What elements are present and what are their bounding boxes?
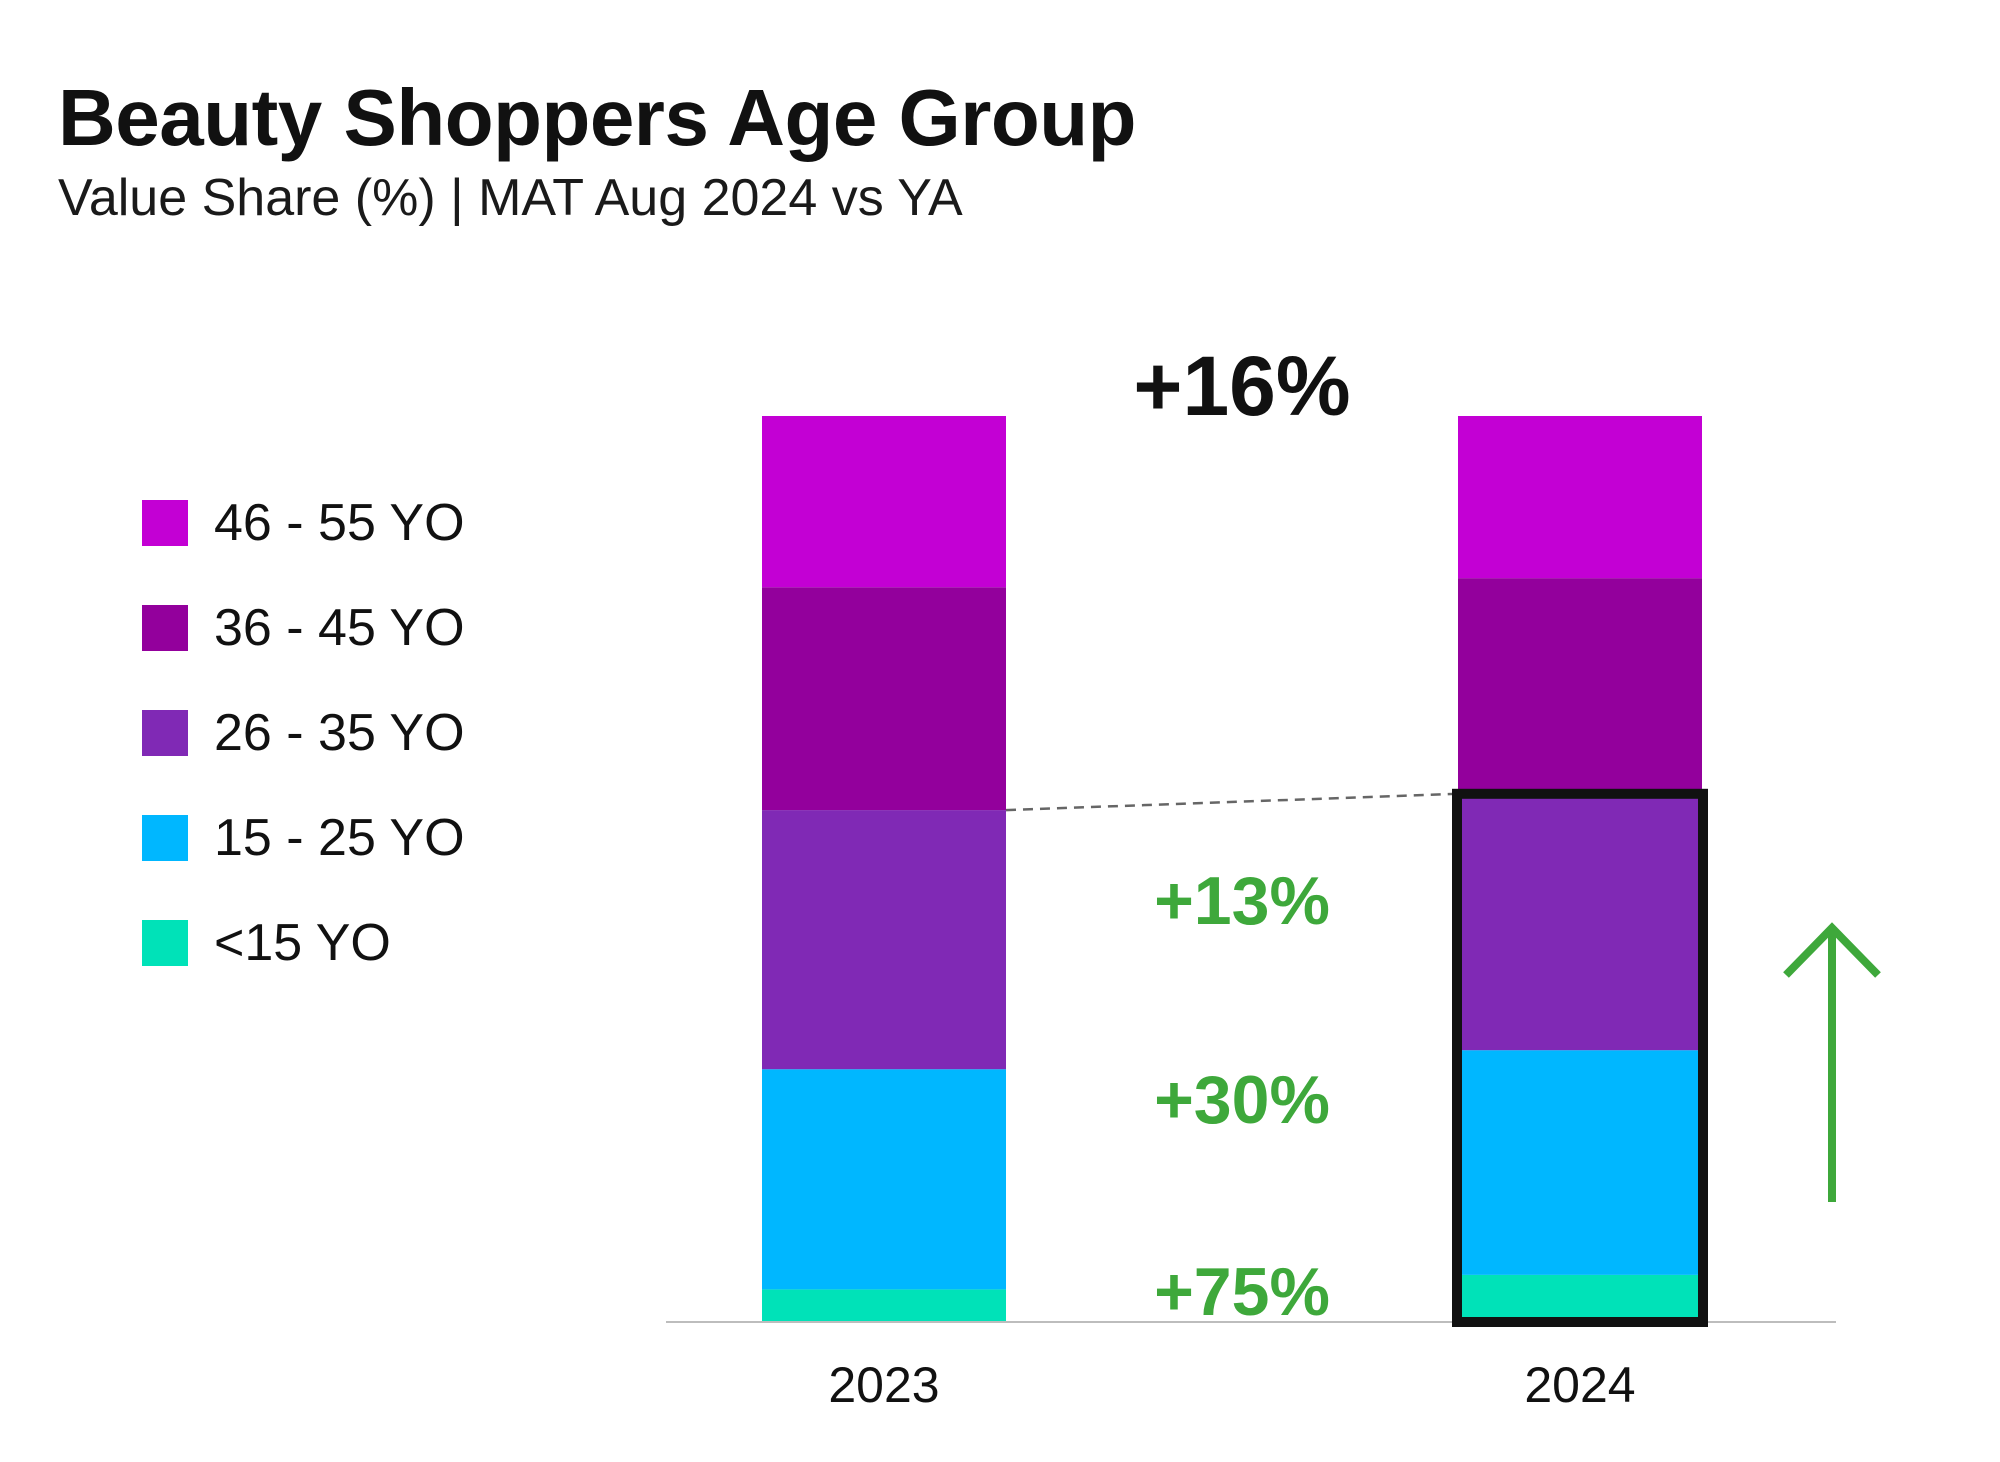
- highlight-box-2024: [1452, 788, 1708, 1327]
- legend: 46 - 55 YO 36 - 45 YO 26 - 35 YO 15 - 25…: [142, 470, 465, 995]
- bar-segment-2024-26-35-yo: [1458, 793, 1702, 1051]
- growth-label-15-25-yo: +30%: [1154, 1062, 1330, 1138]
- bar-segment-2024-36-45-yo: [1458, 578, 1702, 794]
- legend-label-26-35: 26 - 35 YO: [214, 703, 465, 762]
- bar-segment-2023-26-35-yo: [762, 810, 1006, 1070]
- legend-swatch-15-25: [142, 814, 188, 861]
- x-tick-label-2023: 2023: [828, 1357, 939, 1413]
- up-arrow-head: [1783, 922, 1881, 978]
- chart-subtitle: Value Share (%) | MAT Aug 2024 vs YA: [58, 169, 963, 227]
- total-growth-label: +16%: [1133, 339, 1350, 433]
- legend-swatch-under-15: [142, 919, 188, 966]
- growth-label-26-35-yo: +13%: [1154, 863, 1330, 939]
- bar-segment-2024-15-25-yo: [1458, 1050, 1702, 1275]
- legend-label-46-55: 46 - 55 YO: [214, 493, 465, 552]
- legend-item-under-15: <15 YO: [142, 890, 465, 995]
- bar-segment-2023-36-45-yo: [762, 587, 1006, 811]
- dashed-connector-line: [1005, 792, 1459, 812]
- growth-label-under-15-yo: +75%: [1154, 1254, 1330, 1330]
- legend-swatch-36-45: [142, 604, 188, 651]
- legend-item-46-55: 46 - 55 YO: [142, 470, 465, 575]
- bar-segment-2023-46-55-yo: [762, 416, 1006, 588]
- bar-segment-2023-under-15-yo: [762, 1289, 1006, 1322]
- bar-segment-2023-15-25-yo: [762, 1069, 1006, 1290]
- legend-swatch-46-55: [142, 499, 188, 546]
- x-tick-label-2024: 2024: [1524, 1357, 1635, 1413]
- legend-label-15-25: 15 - 25 YO: [214, 808, 465, 867]
- legend-item-26-35: 26 - 35 YO: [142, 680, 465, 785]
- chart-title: Beauty Shoppers Age Group: [58, 73, 1137, 162]
- bar-segment-2024-46-55-yo: [1458, 416, 1702, 579]
- legend-swatch-26-35: [142, 709, 188, 756]
- legend-label-36-45: 36 - 45 YO: [214, 598, 465, 657]
- legend-item-15-25: 15 - 25 YO: [142, 785, 465, 890]
- legend-label-under-15: <15 YO: [214, 913, 391, 972]
- legend-item-36-45: 36 - 45 YO: [142, 575, 465, 680]
- bar-segment-2024-under-15-yo: [1458, 1274, 1702, 1322]
